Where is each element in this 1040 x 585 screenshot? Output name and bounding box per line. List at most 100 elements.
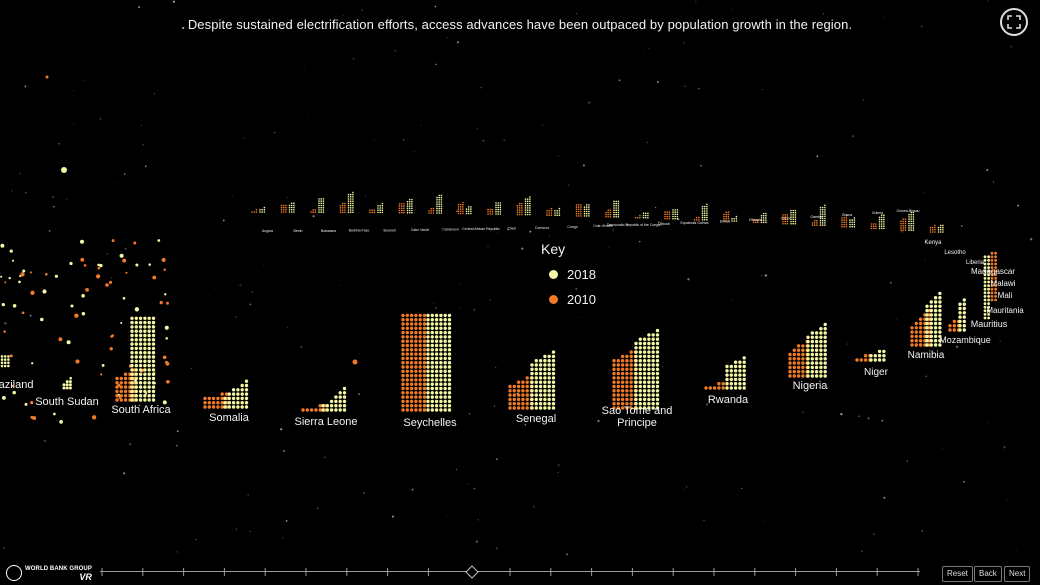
scatter-dot bbox=[29, 271, 32, 274]
star bbox=[703, 519, 705, 521]
star bbox=[858, 415, 860, 417]
dot-bar bbox=[958, 298, 966, 332]
country-label-south-sudan: South Sudan bbox=[35, 396, 99, 408]
timeline-track[interactable] bbox=[100, 571, 920, 572]
star bbox=[644, 55, 645, 57]
star bbox=[413, 150, 415, 153]
star bbox=[363, 492, 365, 494]
star bbox=[924, 259, 926, 262]
star bbox=[962, 480, 965, 483]
star bbox=[639, 240, 641, 243]
star bbox=[476, 128, 478, 130]
dot-bar bbox=[613, 200, 620, 218]
reset-button[interactable]: Reset bbox=[942, 566, 973, 582]
star bbox=[53, 205, 55, 208]
star bbox=[568, 184, 570, 186]
scatter-dot bbox=[166, 301, 169, 305]
dot-bar bbox=[495, 202, 502, 215]
country-label-eswatini: aziland bbox=[0, 379, 33, 391]
dot-bar bbox=[203, 392, 229, 409]
country-bar-ring bbox=[0, 191, 997, 412]
dot-bar bbox=[634, 214, 641, 219]
dot-bar bbox=[664, 211, 671, 220]
dot-bar bbox=[0, 355, 10, 368]
scatter-dot bbox=[54, 274, 58, 278]
star bbox=[889, 281, 892, 284]
star bbox=[176, 551, 178, 553]
star bbox=[566, 553, 568, 556]
country-label-namibia: Namibia bbox=[908, 350, 945, 361]
scatter-dot bbox=[9, 249, 13, 253]
star bbox=[4, 322, 7, 325]
scatter-dot bbox=[81, 294, 85, 298]
star bbox=[956, 345, 959, 348]
scatter-dot bbox=[59, 420, 63, 424]
next-button[interactable]: Next bbox=[1004, 566, 1031, 582]
star bbox=[732, 299, 734, 301]
scatter-dot bbox=[164, 293, 167, 296]
star bbox=[48, 229, 51, 232]
star bbox=[456, 210, 458, 212]
star bbox=[282, 537, 284, 539]
star-field bbox=[0, 0, 1033, 560]
star bbox=[960, 224, 963, 228]
star bbox=[657, 220, 661, 224]
star bbox=[24, 85, 27, 88]
world-bank-vr-logo: WORLD BANK GROUP VR bbox=[6, 565, 92, 582]
country-label-back: Eritrea bbox=[720, 219, 730, 223]
country-label-back: Ethiopia bbox=[749, 218, 762, 222]
dot-bar bbox=[983, 255, 990, 320]
star bbox=[403, 139, 405, 141]
country-label-back: Benin bbox=[294, 229, 303, 233]
star bbox=[997, 287, 999, 289]
country-label-back: Angola bbox=[262, 229, 273, 233]
scatter-dot bbox=[8, 276, 11, 280]
scatter-dot bbox=[122, 296, 126, 300]
fullscreen-button[interactable] bbox=[1000, 8, 1028, 36]
star bbox=[473, 487, 476, 490]
scatter-dot bbox=[120, 321, 123, 325]
dot-bar bbox=[530, 350, 556, 410]
dot-bar bbox=[369, 209, 376, 214]
star bbox=[312, 215, 315, 218]
scatter-dot bbox=[161, 257, 166, 262]
star bbox=[684, 85, 687, 88]
star bbox=[921, 530, 923, 532]
scatter-dot bbox=[97, 266, 101, 270]
star bbox=[609, 369, 611, 371]
star bbox=[432, 302, 435, 304]
star bbox=[495, 547, 499, 550]
star bbox=[243, 137, 245, 139]
scatter-dot bbox=[69, 261, 73, 266]
dot-bar bbox=[855, 354, 872, 362]
scatter-dot bbox=[9, 354, 13, 358]
star bbox=[467, 483, 469, 485]
star bbox=[608, 246, 610, 248]
star bbox=[247, 494, 249, 496]
dot-bar bbox=[426, 313, 452, 412]
star bbox=[513, 28, 515, 30]
scatter-dot bbox=[166, 379, 170, 384]
back-button[interactable]: Back bbox=[974, 566, 1002, 582]
star bbox=[234, 315, 237, 318]
dot-bar bbox=[634, 328, 660, 410]
star bbox=[557, 464, 560, 467]
dot-bar bbox=[546, 207, 553, 216]
scatter-dot bbox=[109, 347, 113, 351]
scatter-dot bbox=[100, 373, 103, 376]
scatter-dot bbox=[111, 334, 114, 337]
star bbox=[881, 419, 884, 422]
star bbox=[920, 25, 923, 28]
star bbox=[307, 114, 308, 116]
star bbox=[761, 275, 763, 277]
country-label-kenya: Kenya bbox=[924, 240, 942, 246]
scatter-dot bbox=[69, 376, 72, 380]
star bbox=[411, 488, 414, 491]
star bbox=[822, 12, 825, 15]
scatter-dot bbox=[0, 243, 5, 248]
country-label-back: Equatorial Guinea bbox=[680, 221, 708, 225]
star bbox=[124, 173, 126, 175]
dot-bar bbox=[731, 215, 738, 222]
scatter-dot bbox=[164, 325, 169, 330]
